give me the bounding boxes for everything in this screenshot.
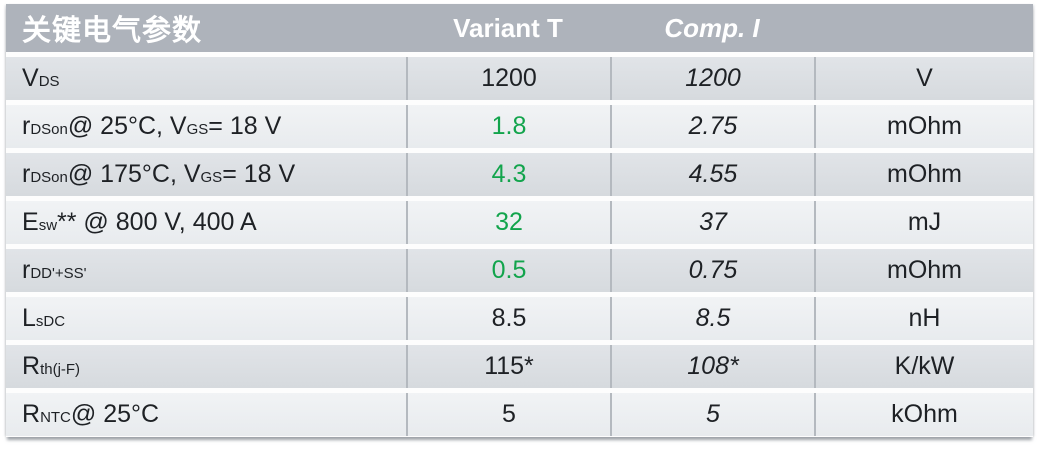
column-header-comp-i: Comp. I: [664, 12, 760, 43]
comp-i-value: 2.75: [610, 105, 814, 148]
variant-t-value: 5: [406, 393, 610, 436]
unit-label: nH: [814, 297, 1033, 340]
comp-i-value: 8.5: [610, 297, 814, 340]
comp-i-value: 4.55: [610, 153, 814, 196]
parameter-label: r DD'+SS': [6, 249, 406, 292]
variant-t-value: 4.3: [406, 153, 610, 196]
variant-t-value: 1200: [406, 57, 610, 100]
unit-label: mJ: [814, 201, 1033, 244]
table-header: 关键电气参数 Variant T Comp. I: [6, 4, 1033, 52]
table-row: r DSon @ 175°C, V GS = 18 V 4.3 4.55 mOhm: [6, 153, 1033, 196]
unit-label: mOhm: [814, 249, 1033, 292]
comp-i-value: 37: [610, 201, 814, 244]
parameter-label: V DS: [6, 57, 406, 100]
comp-i-value: 5: [610, 393, 814, 436]
unit-label: K/kW: [814, 345, 1033, 388]
unit-label: kOhm: [814, 393, 1033, 436]
variant-t-value: 115*: [406, 345, 610, 388]
comp-i-value: 0.75: [610, 249, 814, 292]
table-title: 关键电气参数: [22, 13, 203, 47]
unit-label: mOhm: [814, 153, 1033, 196]
variant-t-value: 8.5: [406, 297, 610, 340]
unit-label: V: [814, 57, 1033, 100]
parameter-label: r DSon @ 25°C, V GS = 18 V: [6, 105, 406, 148]
table-row: R NTC @ 25°C 5 5 kOhm: [6, 393, 1033, 436]
unit-label: mOhm: [814, 105, 1033, 148]
parameter-label: R NTC @ 25°C: [6, 393, 406, 436]
table-row: r DD'+SS' 0.5 0.75 mOhm: [6, 249, 1033, 292]
comp-i-value: 108*: [610, 345, 814, 388]
variant-t-value: 32: [406, 201, 610, 244]
column-header-variant-t: Variant T: [453, 12, 563, 43]
parameter-label: r DSon @ 175°C, V GS = 18 V: [6, 153, 406, 196]
variant-t-value: 0.5: [406, 249, 610, 292]
comp-i-value: 1200: [610, 57, 814, 100]
variant-t-value: 1.8: [406, 105, 610, 148]
table-row: V DS 1200 1200 V: [6, 57, 1033, 100]
table-row: r DSon @ 25°C, V GS = 18 V 1.8 2.75 mOhm: [6, 105, 1033, 148]
